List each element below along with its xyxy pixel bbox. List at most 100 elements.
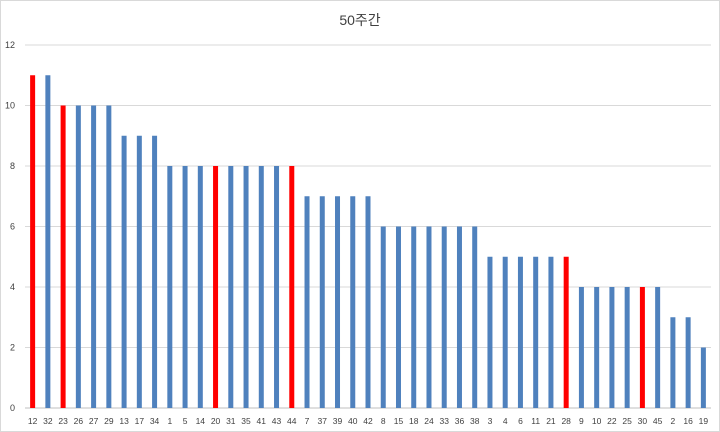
bar-21 (548, 256, 554, 408)
x-tick-label: 32 (43, 416, 53, 426)
x-tick-label: 10 (592, 416, 602, 426)
bar-9 (578, 287, 584, 408)
bar-40 (350, 196, 356, 408)
bar-41 (258, 166, 264, 408)
x-tick-label: 17 (135, 416, 145, 426)
bar-39 (335, 196, 341, 408)
y-axis-ticks: 0 2 4 6 8 10 12 (5, 40, 15, 413)
x-tick-label: 26 (74, 416, 84, 426)
bar-24 (426, 226, 432, 408)
bar-6 (517, 256, 523, 408)
x-tick-label: 23 (58, 416, 68, 426)
bar-10 (594, 287, 600, 408)
x-tick-label: 22 (607, 416, 617, 426)
bar-19 (700, 347, 706, 408)
x-tick-label: 33 (439, 416, 449, 426)
y-tick-label: 6 (10, 222, 15, 232)
y-tick-label: 4 (10, 282, 15, 292)
x-tick-label: 27 (89, 416, 99, 426)
x-tick-label: 14 (196, 416, 206, 426)
x-tick-label: 11 (531, 416, 540, 426)
bar-14 (197, 166, 203, 408)
bar-23 (60, 105, 66, 408)
x-tick-label: 12 (28, 416, 38, 426)
bar-30 (639, 287, 645, 408)
bar-42 (365, 196, 371, 408)
bar-38 (472, 226, 478, 408)
x-tick-label: 34 (150, 416, 160, 426)
x-tick-label: 19 (699, 416, 709, 426)
bar-25 (624, 287, 630, 408)
x-tick-label: 37 (318, 416, 328, 426)
x-tick-label: 35 (241, 416, 251, 426)
bar-13 (121, 135, 127, 408)
x-tick-label: 30 (638, 416, 648, 426)
bar-20 (213, 166, 219, 408)
y-tick-label: 10 (5, 101, 15, 111)
x-tick-label: 36 (455, 416, 465, 426)
x-tick-label: 8 (381, 416, 386, 426)
x-tick-label: 40 (348, 416, 358, 426)
x-tick-label: 24 (424, 416, 434, 426)
bar-26 (75, 105, 81, 408)
bars (30, 75, 706, 408)
bar-29 (106, 105, 112, 408)
bar-5 (182, 166, 188, 408)
x-tick-label: 4 (503, 416, 508, 426)
x-tick-label: 16 (683, 416, 693, 426)
bar-34 (152, 135, 158, 408)
bar-11 (533, 256, 539, 408)
x-tick-label: 38 (470, 416, 480, 426)
bar-33 (441, 226, 447, 408)
x-tick-label: 1 (167, 416, 172, 426)
x-tick-label: 29 (104, 416, 114, 426)
x-tick-label: 21 (546, 416, 556, 426)
x-tick-label: 2 (671, 416, 676, 426)
y-tick-label: 12 (5, 40, 15, 50)
x-tick-label: 44 (287, 416, 297, 426)
x-tick-label: 39 (333, 416, 343, 426)
x-tick-label: 5 (183, 416, 188, 426)
bar-28 (563, 256, 569, 408)
y-tick-label: 8 (10, 161, 15, 171)
bar-22 (609, 287, 615, 408)
bar-32 (45, 75, 51, 408)
x-tick-label: 6 (518, 416, 523, 426)
bar-43 (274, 166, 280, 408)
bar-45 (655, 287, 661, 408)
x-tick-label: 18 (409, 416, 419, 426)
x-tick-label: 31 (226, 416, 236, 426)
x-tick-label: 9 (579, 416, 584, 426)
bar-31 (228, 166, 234, 408)
bar-44 (289, 166, 295, 408)
bar-7 (304, 196, 310, 408)
y-tick-label: 0 (10, 403, 15, 413)
x-tick-label: 15 (394, 416, 404, 426)
x-tick-label: 45 (653, 416, 663, 426)
bar-12 (30, 75, 36, 408)
x-tick-label: 41 (257, 416, 267, 426)
x-tick-label: 13 (119, 416, 129, 426)
bar-18 (411, 226, 417, 408)
bar-8 (380, 226, 386, 408)
x-tick-label: 20 (211, 416, 221, 426)
bar-37 (319, 196, 325, 408)
bar-17 (136, 135, 142, 408)
bar-2 (670, 317, 676, 408)
chart-title: 50주간 (339, 12, 380, 28)
bar-27 (91, 105, 97, 408)
x-tick-label: 43 (272, 416, 282, 426)
bar-35 (243, 166, 249, 408)
x-tick-label: 25 (622, 416, 632, 426)
y-tick-label: 2 (10, 343, 15, 353)
bar-16 (685, 317, 691, 408)
bar-3 (487, 256, 493, 408)
bar-1 (167, 166, 173, 408)
x-tick-label: 7 (305, 416, 310, 426)
x-tick-label: 28 (561, 416, 571, 426)
bar-15 (395, 226, 401, 408)
x-tick-label: 42 (363, 416, 373, 426)
bar-4 (502, 256, 508, 408)
